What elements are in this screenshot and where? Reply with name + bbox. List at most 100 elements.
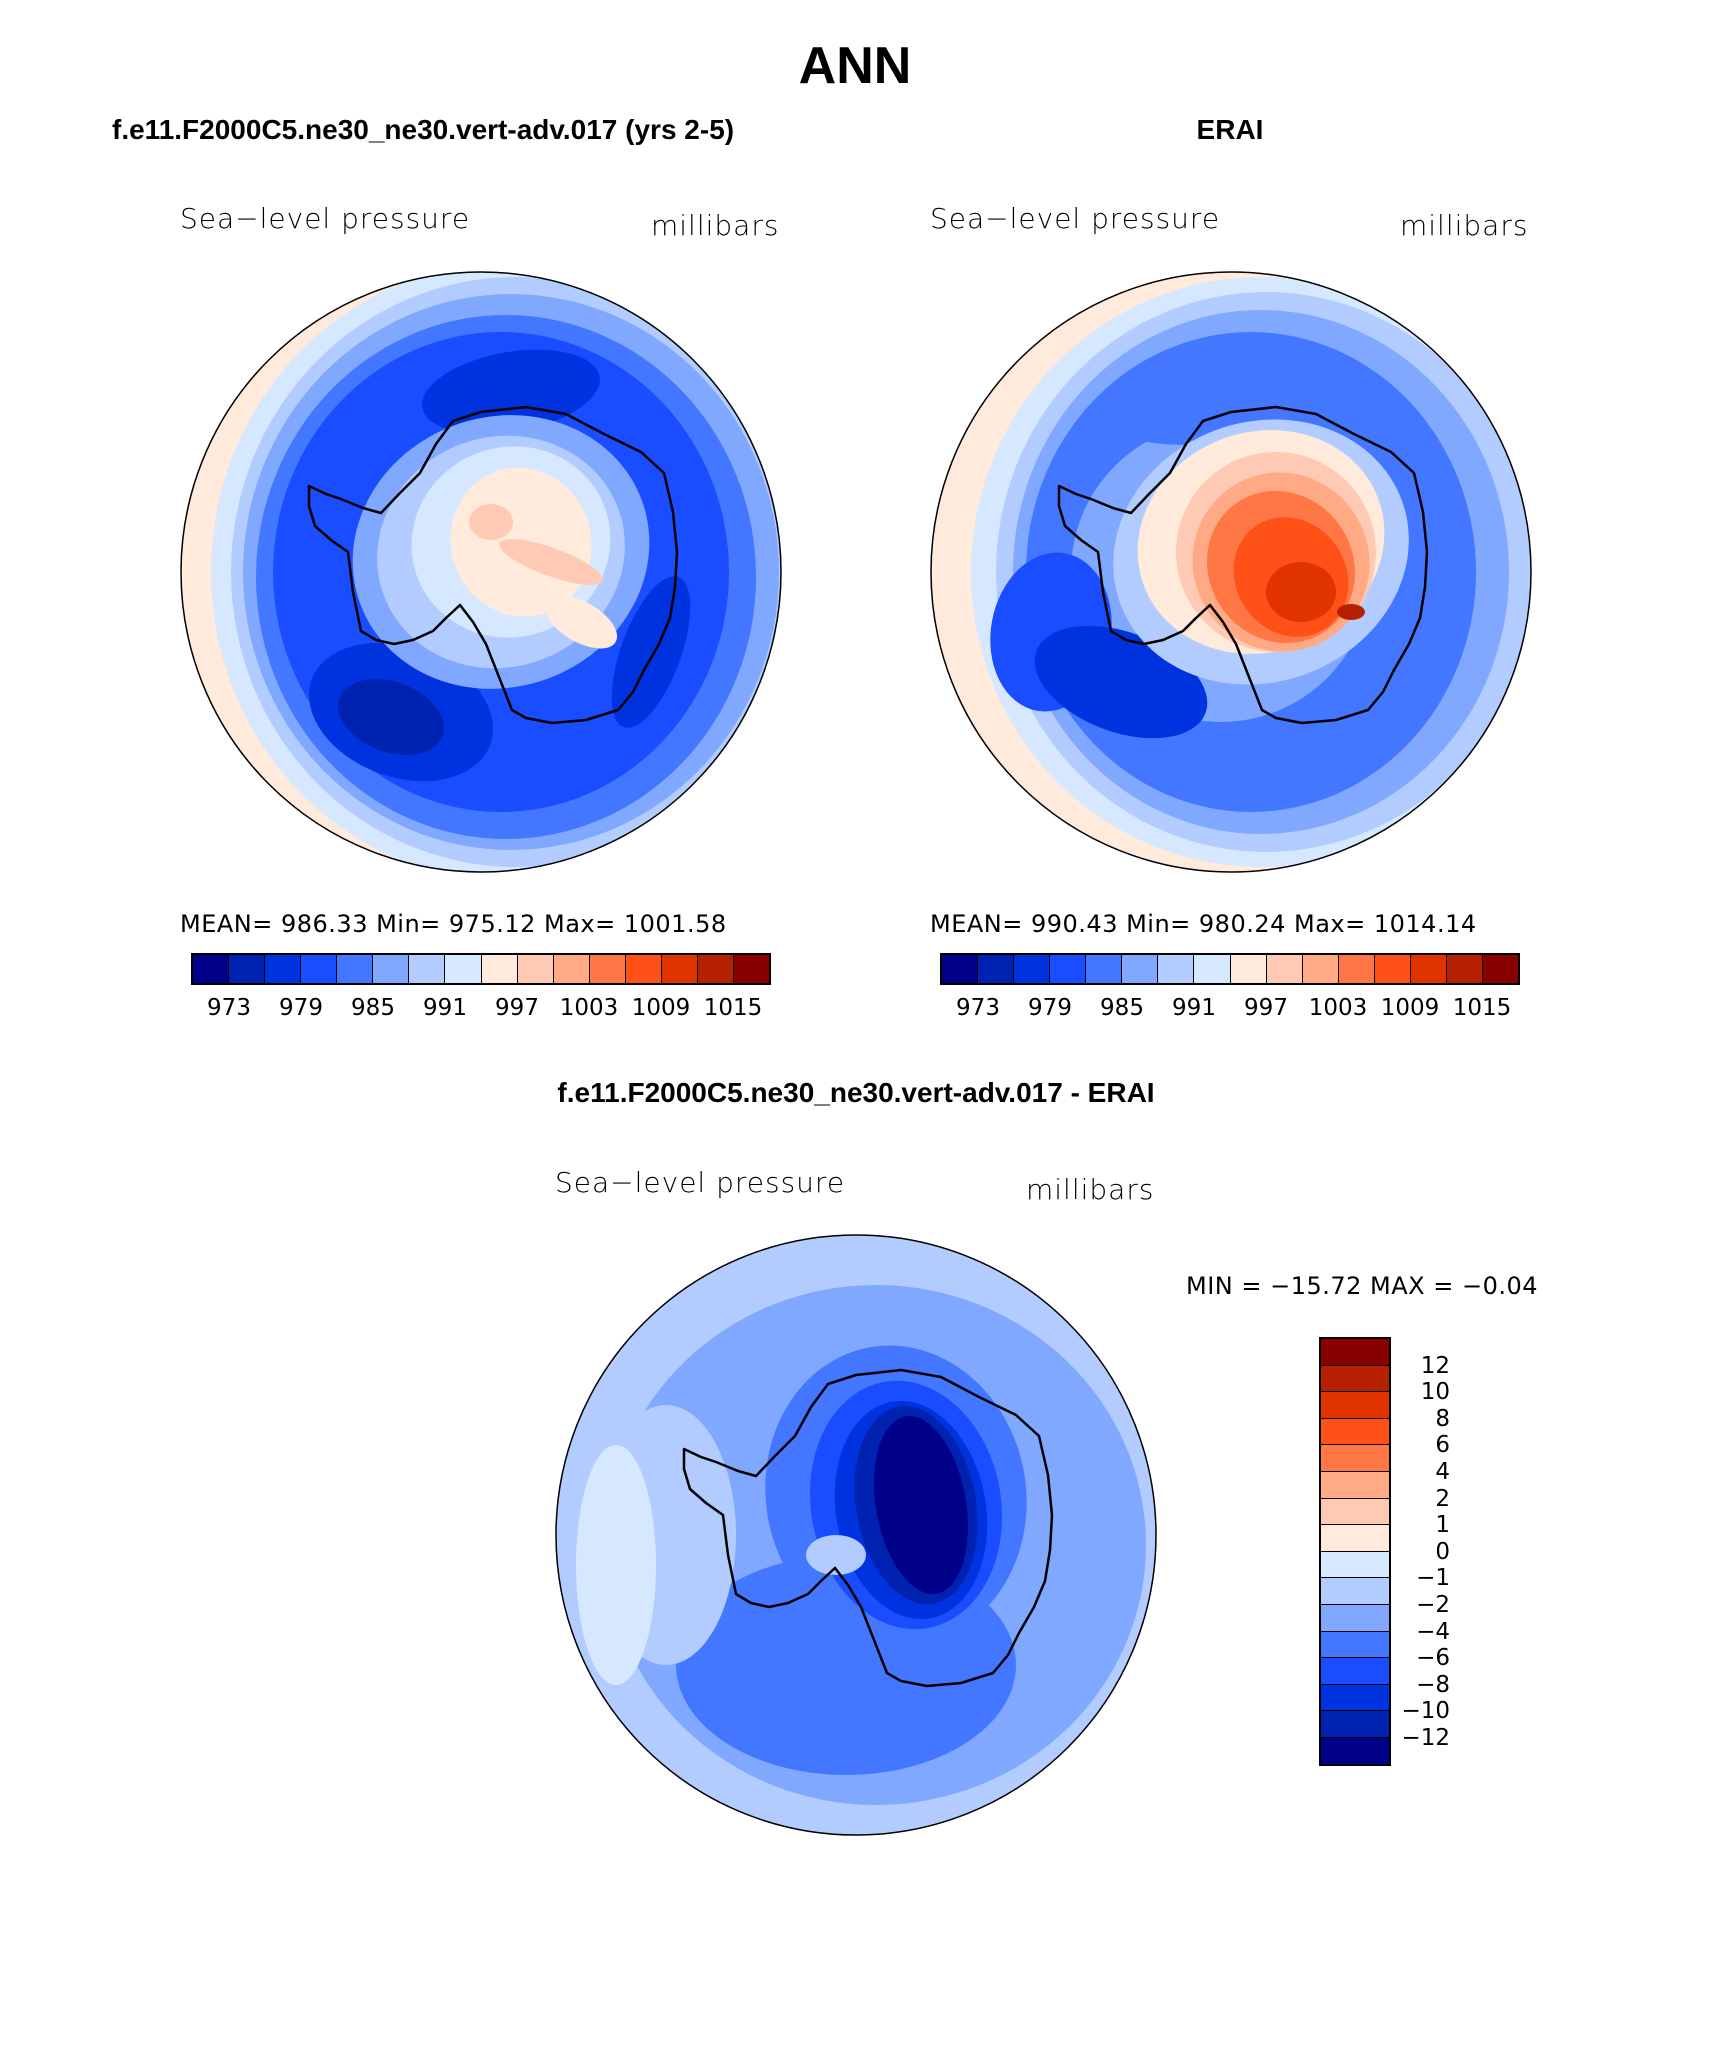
colorbar-tick-label: 991 (1172, 995, 1216, 1021)
colorbar-tick-label: 991 (423, 995, 467, 1021)
panel-1-subtitle: f.e11.F2000C5.ne30_ne30.vert-adv.017 (yr… (112, 114, 735, 145)
colorbar-box (1321, 1551, 1389, 1579)
panel-3-variable: Sea−level pressure (555, 1166, 846, 1199)
colorbar-tick-label: 1015 (1452, 995, 1512, 1021)
colorbar-tick-label: 1009 (631, 995, 691, 1021)
colorbar-tick-label: 12 (1420, 1352, 1450, 1379)
contour-fill (1337, 604, 1365, 620)
colorbar-box (1374, 955, 1411, 983)
colorbar-tick-label: 0 (1435, 1538, 1450, 1565)
colorbar-box (978, 955, 1015, 983)
colorbar-tick-label: −1 (1416, 1565, 1450, 1592)
colorbar-tick-label: 6 (1435, 1432, 1450, 1459)
colorbar-box (1446, 955, 1483, 983)
colorbar-tick-label: 973 (956, 995, 1000, 1021)
contour-fill (544, 595, 618, 649)
colorbar-tick-label: 985 (351, 995, 395, 1021)
colorbar-box (733, 955, 769, 983)
colorbar-box (1086, 955, 1123, 983)
colorbar-box (697, 955, 734, 983)
colorbar-box (553, 955, 590, 983)
colorbar-box (1194, 955, 1231, 983)
contour-layers (931, 272, 1531, 872)
colorbar-box (1230, 955, 1267, 983)
panel-3-stats: MIN = −15.72 MAX = −0.04 (1186, 1272, 1539, 1300)
colorbar-box (1321, 1684, 1389, 1712)
panel-2-variable: Sea−level pressure (930, 202, 1221, 235)
antarctica-coastline (307, 405, 679, 725)
colorbar-tick-label: 2 (1435, 1485, 1450, 1512)
difference-slp-map (555, 1234, 1157, 1836)
panel-2-units: millibars (1400, 209, 1529, 242)
contour-fill (874, 1416, 968, 1594)
colorbar-box (1338, 955, 1375, 983)
erai-colorbar (940, 953, 1520, 985)
colorbar-box (1321, 1631, 1389, 1659)
contour-fill (806, 1535, 866, 1575)
main-title: ANN (798, 37, 912, 95)
panel-1-variable: Sea−level pressure (180, 202, 471, 235)
colorbar-box (1321, 1339, 1389, 1366)
map-boundary (930, 271, 1532, 873)
model-colorbar (191, 953, 771, 985)
colorbar-tick-label: 997 (1244, 995, 1288, 1021)
colorbar-box (589, 955, 626, 983)
colorbar-tick-label: 997 (495, 995, 539, 1021)
colorbar-box (1266, 955, 1303, 983)
colorbar-box (1410, 955, 1447, 983)
colorbar-tick-label: −8 (1416, 1671, 1450, 1698)
colorbar-tick-label: 1015 (703, 995, 763, 1021)
colorbar-tick-label: 4 (1435, 1459, 1450, 1485)
colorbar-box (1014, 955, 1051, 983)
contour-fill (337, 679, 445, 755)
contour-fill (499, 539, 603, 585)
colorbar-tick-label: 1009 (1380, 995, 1440, 1021)
difference-colorbar (1319, 1337, 1391, 1766)
colorbar-tick-label: 1003 (559, 995, 619, 1021)
map-boundary (180, 271, 782, 873)
antarctica-coastline (1057, 405, 1429, 725)
contour-fill (576, 1445, 656, 1685)
colorbar-box (481, 955, 518, 983)
colorbar-box (445, 955, 482, 983)
contour-fill (469, 504, 513, 540)
colorbar-box (517, 955, 554, 983)
colorbar-tick-label: 985 (1100, 995, 1144, 1021)
colorbar-box (1321, 1658, 1389, 1685)
colorbar-tick-label: −6 (1416, 1645, 1450, 1672)
colorbar-box (1122, 955, 1159, 983)
colorbar-tick-label: 10 (1420, 1379, 1450, 1406)
colorbar-tick-label: 979 (279, 995, 323, 1021)
colorbar-box (625, 955, 662, 983)
colorbar-tick-label: 973 (207, 995, 251, 1021)
colorbar-tick-label: −12 (1401, 1725, 1450, 1751)
panel-2-subtitle: ERAI (1196, 114, 1264, 145)
colorbar-box (1321, 1525, 1389, 1552)
colorbar-tick-label: −10 (1401, 1698, 1450, 1725)
colorbar-box (265, 955, 302, 983)
panel-1-units: millibars (651, 209, 780, 242)
colorbar-box (337, 955, 374, 983)
colorbar-box (1158, 955, 1195, 983)
erai-slp-map (930, 271, 1532, 873)
colorbar-box (1321, 1604, 1389, 1632)
colorbar-box (661, 955, 698, 983)
colorbar-box (193, 955, 230, 983)
map-boundary (555, 1234, 1157, 1836)
colorbar-tick-label: 1 (1435, 1512, 1450, 1539)
colorbar-box (1302, 955, 1339, 983)
colorbar-tick-label: 8 (1435, 1405, 1450, 1432)
colorbar-box (229, 955, 266, 983)
antarctica-coastline (682, 1368, 1054, 1688)
colorbar-box (1321, 1737, 1389, 1764)
colorbar-box (1321, 1365, 1389, 1393)
colorbar-box (942, 955, 979, 983)
panel-3-subtitle: f.e11.F2000C5.ne30_ne30.vert-adv.017 - E… (557, 1077, 1155, 1108)
colorbar-tick-label: 979 (1028, 995, 1072, 1021)
colorbar-tick-label: 1003 (1308, 995, 1368, 1021)
panel-3-units: millibars (1026, 1173, 1155, 1206)
colorbar-box (1482, 955, 1518, 983)
colorbar-tick-label: −4 (1416, 1618, 1450, 1645)
colorbar-box (1321, 1392, 1389, 1419)
